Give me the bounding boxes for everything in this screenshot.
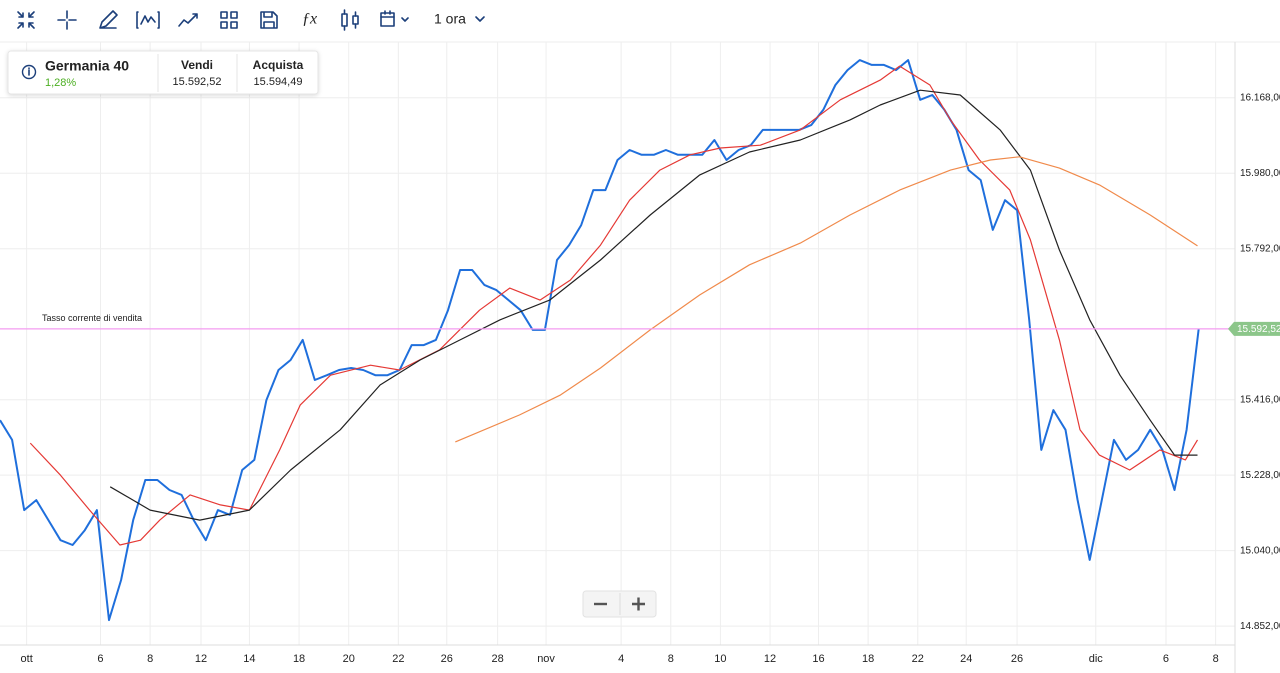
x-tick-label: 10 xyxy=(714,653,726,665)
x-tick-label: 22 xyxy=(912,653,924,665)
series-line xyxy=(0,59,1200,622)
plot: 14.852,00 15.040,00 15.228,00 15.416,00 15.7… xyxy=(0,42,1280,673)
series-line xyxy=(455,156,1198,443)
toolbar: ƒx 1 ora xyxy=(17,9,485,31)
save-icon[interactable] xyxy=(260,11,278,29)
current-rate-badge xyxy=(1228,321,1280,336)
zoom-controls xyxy=(582,590,657,618)
interval[interactable]: 1 ora xyxy=(434,11,466,27)
x-tick-label: 4 xyxy=(618,653,624,665)
x-tick-label: 18 xyxy=(293,653,305,665)
x-tick-label: 26 xyxy=(1011,653,1023,665)
pencil-icon[interactable] xyxy=(99,10,118,29)
x-tick-label: 6 xyxy=(1163,653,1169,665)
x-tick-label: nov xyxy=(537,653,555,665)
y-tick-label: 15.040,00 xyxy=(1240,545,1280,556)
sell-label: Vendi xyxy=(181,58,213,72)
y-tick-label: 15.980,00 xyxy=(1240,168,1280,179)
x-tick-label: 22 xyxy=(392,653,404,665)
layout-icon[interactable] xyxy=(220,11,238,29)
buy-price: 15.594,49 xyxy=(254,76,303,88)
x-tick-label: 6 xyxy=(97,653,103,665)
x-tick-label: 12 xyxy=(195,653,207,665)
buy-label: Acquista xyxy=(253,58,304,72)
info-icon[interactable] xyxy=(21,64,37,80)
interval-chevron[interactable] xyxy=(475,16,485,22)
x-tick-label: 24 xyxy=(960,653,972,665)
collapse-icon[interactable] xyxy=(17,11,35,29)
trend-icon[interactable] xyxy=(178,13,198,27)
crosshair-icon[interactable] xyxy=(57,10,77,30)
instrument-name: Germania 40 xyxy=(45,58,129,74)
x-tick-label: 28 xyxy=(492,653,504,665)
x-tick-label: 12 xyxy=(764,653,776,665)
calendar-icon[interactable] xyxy=(380,10,409,27)
candle-icon[interactable] xyxy=(341,9,359,31)
y-tick-label: 16.168,00 xyxy=(1240,92,1280,103)
x-tick-label: ott xyxy=(21,653,33,665)
info-card: Germania 40 1,28% Vendi 15.592,52 Acquis… xyxy=(7,50,319,95)
y-tick-label: 14.852,00 xyxy=(1240,621,1280,632)
instrument-change: 1,28% xyxy=(45,77,76,89)
x-tick-label: 8 xyxy=(1213,653,1219,665)
x-tick-label: dic xyxy=(1089,653,1104,665)
x-tick-label: 8 xyxy=(147,653,153,665)
sell-price: 15.592,52 xyxy=(173,76,222,88)
indicator-icon[interactable] xyxy=(136,11,160,29)
x-tick-label: 16 xyxy=(812,653,824,665)
current-rate-label: Tasso corrente di vendita xyxy=(42,313,142,323)
zoom-in[interactable] xyxy=(632,597,645,611)
function-icon[interactable]: ƒx xyxy=(302,11,317,28)
y-tick-label: 15.228,00 xyxy=(1240,470,1280,481)
y-tick-label: 15.416,00 xyxy=(1240,394,1280,405)
x-tick-label: 18 xyxy=(862,653,874,665)
current-rate-value: 15.592,52 xyxy=(1237,324,1280,335)
series-line xyxy=(29,65,1199,546)
x-tick-label: 26 xyxy=(441,653,453,665)
x-tick-label: 14 xyxy=(243,653,255,665)
card-bg xyxy=(7,50,319,95)
x-tick-label: 20 xyxy=(343,653,355,665)
y-tick-label: 15.792,00 xyxy=(1240,243,1280,254)
series-line xyxy=(109,89,1198,521)
x-tick-label: 8 xyxy=(668,653,674,665)
